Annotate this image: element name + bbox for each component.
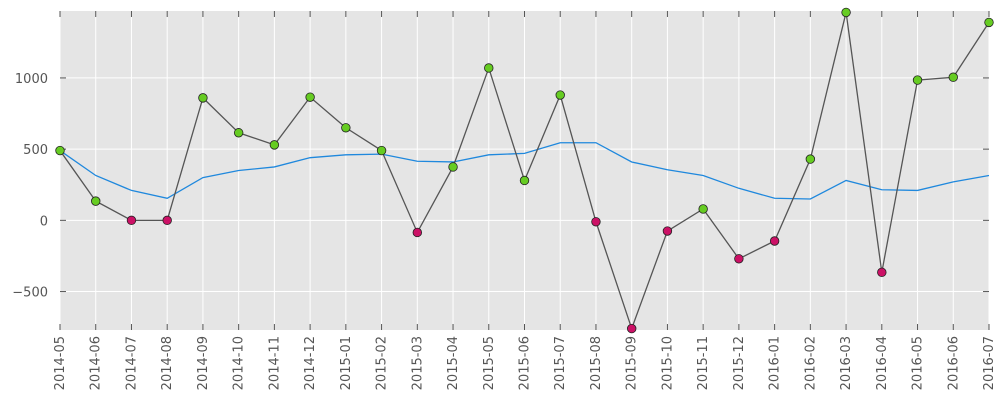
data-point-marker	[484, 63, 494, 73]
x-tick-label: 2014-08	[160, 336, 175, 390]
x-tick-label: 2014-06	[89, 336, 104, 390]
x-tick-label: 2015-12	[732, 336, 747, 390]
x-tick-label: 2016-03	[839, 336, 854, 390]
data-point-marker	[555, 90, 565, 100]
axes	[59, 11, 990, 330]
x-tick-label: 2015-08	[589, 336, 604, 390]
x-tick-label: 2015-01	[339, 336, 354, 390]
data-point-marker	[948, 72, 958, 82]
data-point-marker	[55, 145, 65, 156]
data-point-marker	[233, 128, 244, 138]
data-point-marker	[662, 226, 673, 236]
x-tick-label: 2014-07	[124, 336, 139, 390]
grid-lines	[59, 11, 990, 330]
data-point-marker	[198, 93, 208, 103]
y-tick-label: 500	[23, 143, 48, 158]
data-point-marker	[912, 75, 923, 85]
data-point-marker	[448, 162, 458, 172]
data-point-marker	[305, 92, 315, 102]
x-tick-label: 2015-11	[696, 336, 711, 390]
x-tick-label: 2015-10	[660, 336, 675, 390]
x-tick-label: 2015-03	[410, 336, 425, 390]
x-tick-label: 2014-05	[53, 336, 68, 390]
x-tick-label: 2016-02	[803, 336, 818, 390]
data-point-marker	[984, 17, 994, 28]
tick-labels: 2014-05 2014-06 2014-07 2014-08 2014-09 2014-…	[12, 72, 997, 390]
x-tick-label: 2015-09	[625, 336, 640, 390]
data-point-marker	[734, 254, 744, 264]
y-tick-label: 1000	[15, 72, 48, 87]
data-point-marker	[341, 123, 351, 133]
blue-series-line	[59, 142, 990, 200]
x-tick-label: 2016-01	[768, 336, 783, 390]
y-tick-label: 0	[40, 214, 48, 229]
x-tick-label: 2015-02	[375, 336, 390, 390]
x-tick-label: 2014-10	[232, 336, 247, 390]
series-layer	[55, 7, 994, 334]
data-point-marker	[698, 204, 708, 214]
x-tick-label: 2015-06	[518, 336, 533, 390]
y-tick-label: −500	[12, 286, 48, 301]
x-tick-label: 2015-05	[482, 336, 497, 390]
x-tick-label: 2014-11	[267, 336, 282, 390]
data-point-marker	[591, 217, 601, 227]
data-point-marker	[877, 267, 887, 278]
data-point-marker	[626, 323, 637, 334]
data-point-marker	[126, 215, 137, 226]
data-point-marker	[412, 227, 423, 238]
data-point-marker	[162, 215, 172, 226]
x-tick-label: 2016-04	[875, 336, 890, 390]
data-point-marker	[841, 7, 851, 18]
data-point-marker	[269, 140, 280, 150]
x-tick-label: 2014-12	[303, 336, 318, 390]
x-tick-label: 2016-07	[982, 336, 997, 390]
data-point-marker	[519, 175, 530, 186]
x-tick-label: 2016-05	[911, 336, 926, 390]
x-tick-label: 2014-09	[196, 336, 211, 390]
data-point-marker	[91, 196, 101, 206]
data-point-marker	[769, 236, 780, 246]
x-tick-label: 2015-04	[446, 336, 461, 390]
data-point-marker	[805, 154, 816, 164]
x-tick-label: 2016-06	[946, 336, 961, 390]
x-tick-label: 2015-07	[553, 336, 568, 390]
data-point-marker	[376, 145, 387, 156]
